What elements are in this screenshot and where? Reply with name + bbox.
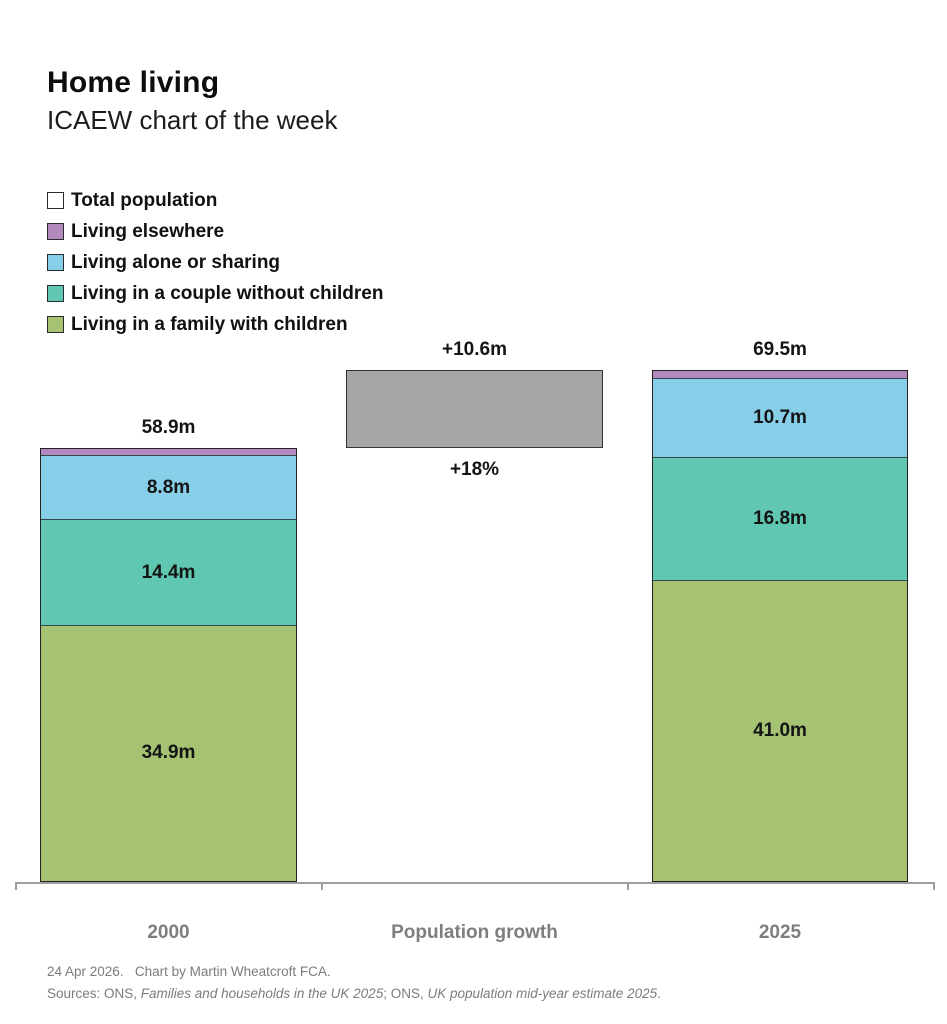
- segment-living-alone-or-sharing: 8.8m: [41, 454, 296, 520]
- legend-item-total-population: Total population: [47, 185, 383, 216]
- segment-living-elsewhere: [653, 370, 907, 379]
- segment-value-label: 10.7m: [753, 406, 807, 428]
- legend-swatch-icon: [47, 223, 64, 240]
- category-label-2000: 2000: [147, 922, 190, 943]
- segment-living-alone-or-sharing: 10.7m: [653, 378, 907, 457]
- legend-item-living-alone-or-sharing: Living alone or sharing: [47, 247, 383, 278]
- footer-source-title: Families and households in the UK 2025: [140, 986, 384, 1001]
- footer-sources: Sources: ONS, Families and households in…: [47, 986, 661, 1001]
- legend-item-label: Living in a family with children: [71, 313, 348, 335]
- footer-source-text: Sources: ONS,: [47, 986, 141, 1001]
- footer-source-title: UK population mid-year estimate 2025: [427, 986, 658, 1001]
- chart-title: Home living: [47, 66, 220, 99]
- legend-item-label: Living in a couple without children: [71, 282, 384, 304]
- segment-value-label: 8.8m: [146, 476, 191, 498]
- footer-source-text: ; ONS,: [383, 986, 428, 1001]
- legend-swatch-icon: [47, 285, 64, 302]
- legend-item-label: Total population: [71, 189, 218, 211]
- total-label-2025: 69.5m: [753, 338, 807, 360]
- legend: Total population Living elsewhere Living a…: [47, 185, 383, 340]
- legend-item-label: Living elsewhere: [71, 220, 225, 242]
- legend-item-living-in-a-couple-without-children: Living in a couple without children: [47, 278, 383, 309]
- total-label-2000: 58.9m: [141, 416, 196, 438]
- x-axis-tick-0: [15, 882, 17, 890]
- segment-living-in-a-couple-without-children: 16.8m: [653, 456, 907, 580]
- bar-2025: 10.7m 16.8m 41.0m: [652, 369, 908, 882]
- x-axis-tick-2: [627, 882, 629, 890]
- segment-living-in-a-family-with-children: 34.9m: [41, 624, 296, 881]
- x-axis-tick-3: [933, 882, 935, 890]
- segment-value-label: 34.9m: [141, 742, 196, 764]
- segment-living-elsewhere: [41, 448, 296, 455]
- footer-date-credit: 24 Apr 2026. Chart by Martin Wheatcroft …: [47, 964, 331, 979]
- segment-value-label: 41.0m: [753, 719, 807, 741]
- chart-subtitle: ICAEW chart of the week: [47, 105, 338, 135]
- x-axis-tick-1: [321, 882, 323, 890]
- category-label-2025: 2025: [758, 922, 802, 943]
- x-axis-line: [15, 882, 933, 884]
- segment-value-label: 16.8m: [753, 507, 807, 529]
- legend-swatch-icon: [47, 316, 64, 333]
- legend-item-living-in-a-family-with-children: Living in a family with children: [47, 309, 383, 340]
- category-label-population-growth: Population growth: [391, 922, 558, 943]
- segment-living-in-a-family-with-children: 41.0m: [653, 579, 907, 881]
- growth-percent-label: +18%: [449, 458, 500, 480]
- bar-2000: 8.8m 14.4m 34.9m: [40, 447, 297, 882]
- segment-value-label: 14.4m: [141, 561, 196, 583]
- legend-item-label: Living alone or sharing: [71, 251, 281, 273]
- footer-source-text: .: [657, 986, 661, 1001]
- legend-swatch-icon: [47, 254, 64, 271]
- growth-bridge-bar: [346, 369, 603, 448]
- segment-living-in-a-couple-without-children: 14.4m: [41, 519, 296, 625]
- growth-amount-label: +10.6m: [442, 338, 507, 360]
- legend-item-living-elsewhere: Living elsewhere: [47, 216, 383, 247]
- legend-swatch-icon: [47, 192, 64, 209]
